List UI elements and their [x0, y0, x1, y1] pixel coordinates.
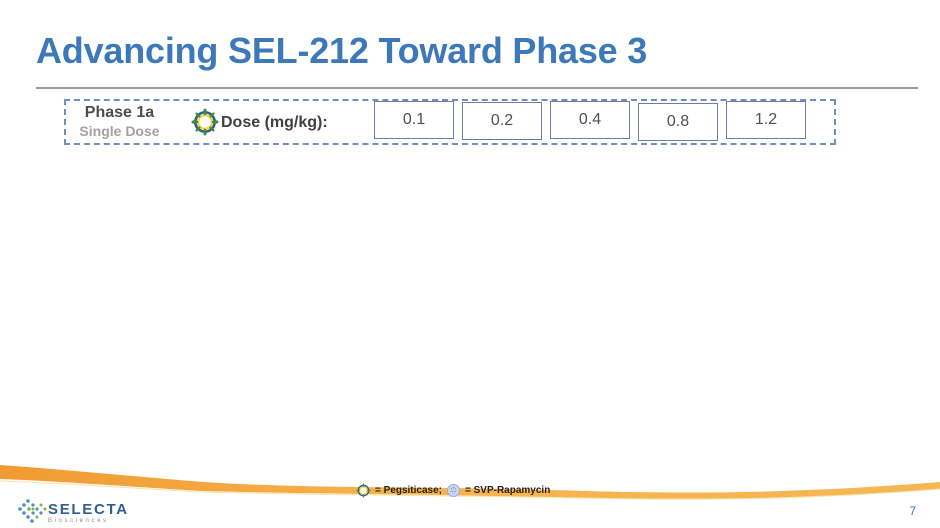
dose-value-0-4: 0.4: [550, 101, 630, 139]
pegsiticase-icon: [191, 108, 219, 136]
dose-value-1-2: 1.2: [726, 101, 806, 139]
phase-1a-dashed-box: [64, 99, 836, 145]
logo-wordmark: SELECTA: [48, 501, 129, 518]
phase-label: Phase 1a Single Dose: [72, 104, 167, 140]
logo-subtitle: Biosciences: [48, 518, 109, 524]
svp-rapamycin-legend-label: = SVP-Rapamycin: [464, 484, 551, 496]
legend: = Pegsiticase; = SVP-Rapamycin: [356, 482, 550, 498]
page-number: 7: [909, 504, 916, 518]
dose-label: Dose (mg/kg):: [221, 114, 328, 131]
dose-value-0-2: 0.2: [462, 102, 542, 140]
orange-wave-band: [0, 465, 940, 500]
pegsiticase-legend-icon: [356, 482, 371, 498]
svp-rapamycin-icon: [446, 483, 461, 497]
selecta-logo-icon: [18, 499, 47, 523]
pegsiticase-legend-label: = Pegsiticase;: [375, 484, 442, 496]
dose-boxes: 0.1 0.2 0.4 0.8 1.2: [374, 100, 812, 144]
phase-subtitle: Single Dose: [79, 123, 160, 139]
title-divider: [36, 87, 918, 89]
slide-title: Advancing SEL-212 Toward Phase 3: [36, 30, 648, 71]
phase-name: Phase 1a: [84, 104, 155, 121]
dose-value-0-1: 0.1: [374, 101, 454, 139]
dose-value-0-8: 0.8: [638, 103, 718, 141]
